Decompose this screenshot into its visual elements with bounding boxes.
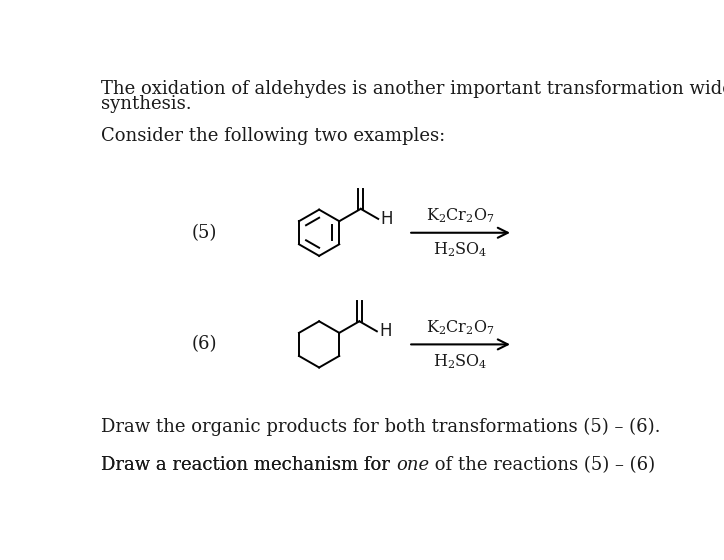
Text: Draw a reaction mechanism for one of the reactions (5) – (6): Draw a reaction mechanism for one of the…: [101, 456, 655, 474]
Text: $\mathregular{H_2SO_4}$: $\mathregular{H_2SO_4}$: [434, 352, 488, 371]
Text: Draw a reaction mechanism for: Draw a reaction mechanism for: [101, 456, 396, 474]
Text: $\mathregular{H_2SO_4}$: $\mathregular{H_2SO_4}$: [434, 240, 488, 259]
Text: Draw a reaction mechanism for: Draw a reaction mechanism for: [101, 456, 396, 474]
Text: $\mathregular{K_2Cr_2O_7}$: $\mathregular{K_2Cr_2O_7}$: [426, 318, 495, 337]
Text: H: H: [379, 323, 392, 340]
Text: synthesis.: synthesis.: [101, 95, 192, 113]
Text: H: H: [381, 210, 393, 228]
Text: (5): (5): [191, 224, 216, 242]
Text: (6): (6): [191, 335, 216, 353]
Text: Draw the organic products for both transformations (5) – (6).: Draw the organic products for both trans…: [101, 418, 661, 436]
Text: The oxidation of aldehydes is another important transformation widely used in or: The oxidation of aldehydes is another im…: [101, 80, 724, 97]
Text: of the reactions (5) – (6): of the reactions (5) – (6): [429, 456, 655, 474]
Text: Consider the following two examples:: Consider the following two examples:: [101, 127, 445, 145]
Text: $\mathregular{K_2Cr_2O_7}$: $\mathregular{K_2Cr_2O_7}$: [426, 206, 495, 225]
Text: one: one: [396, 456, 429, 474]
